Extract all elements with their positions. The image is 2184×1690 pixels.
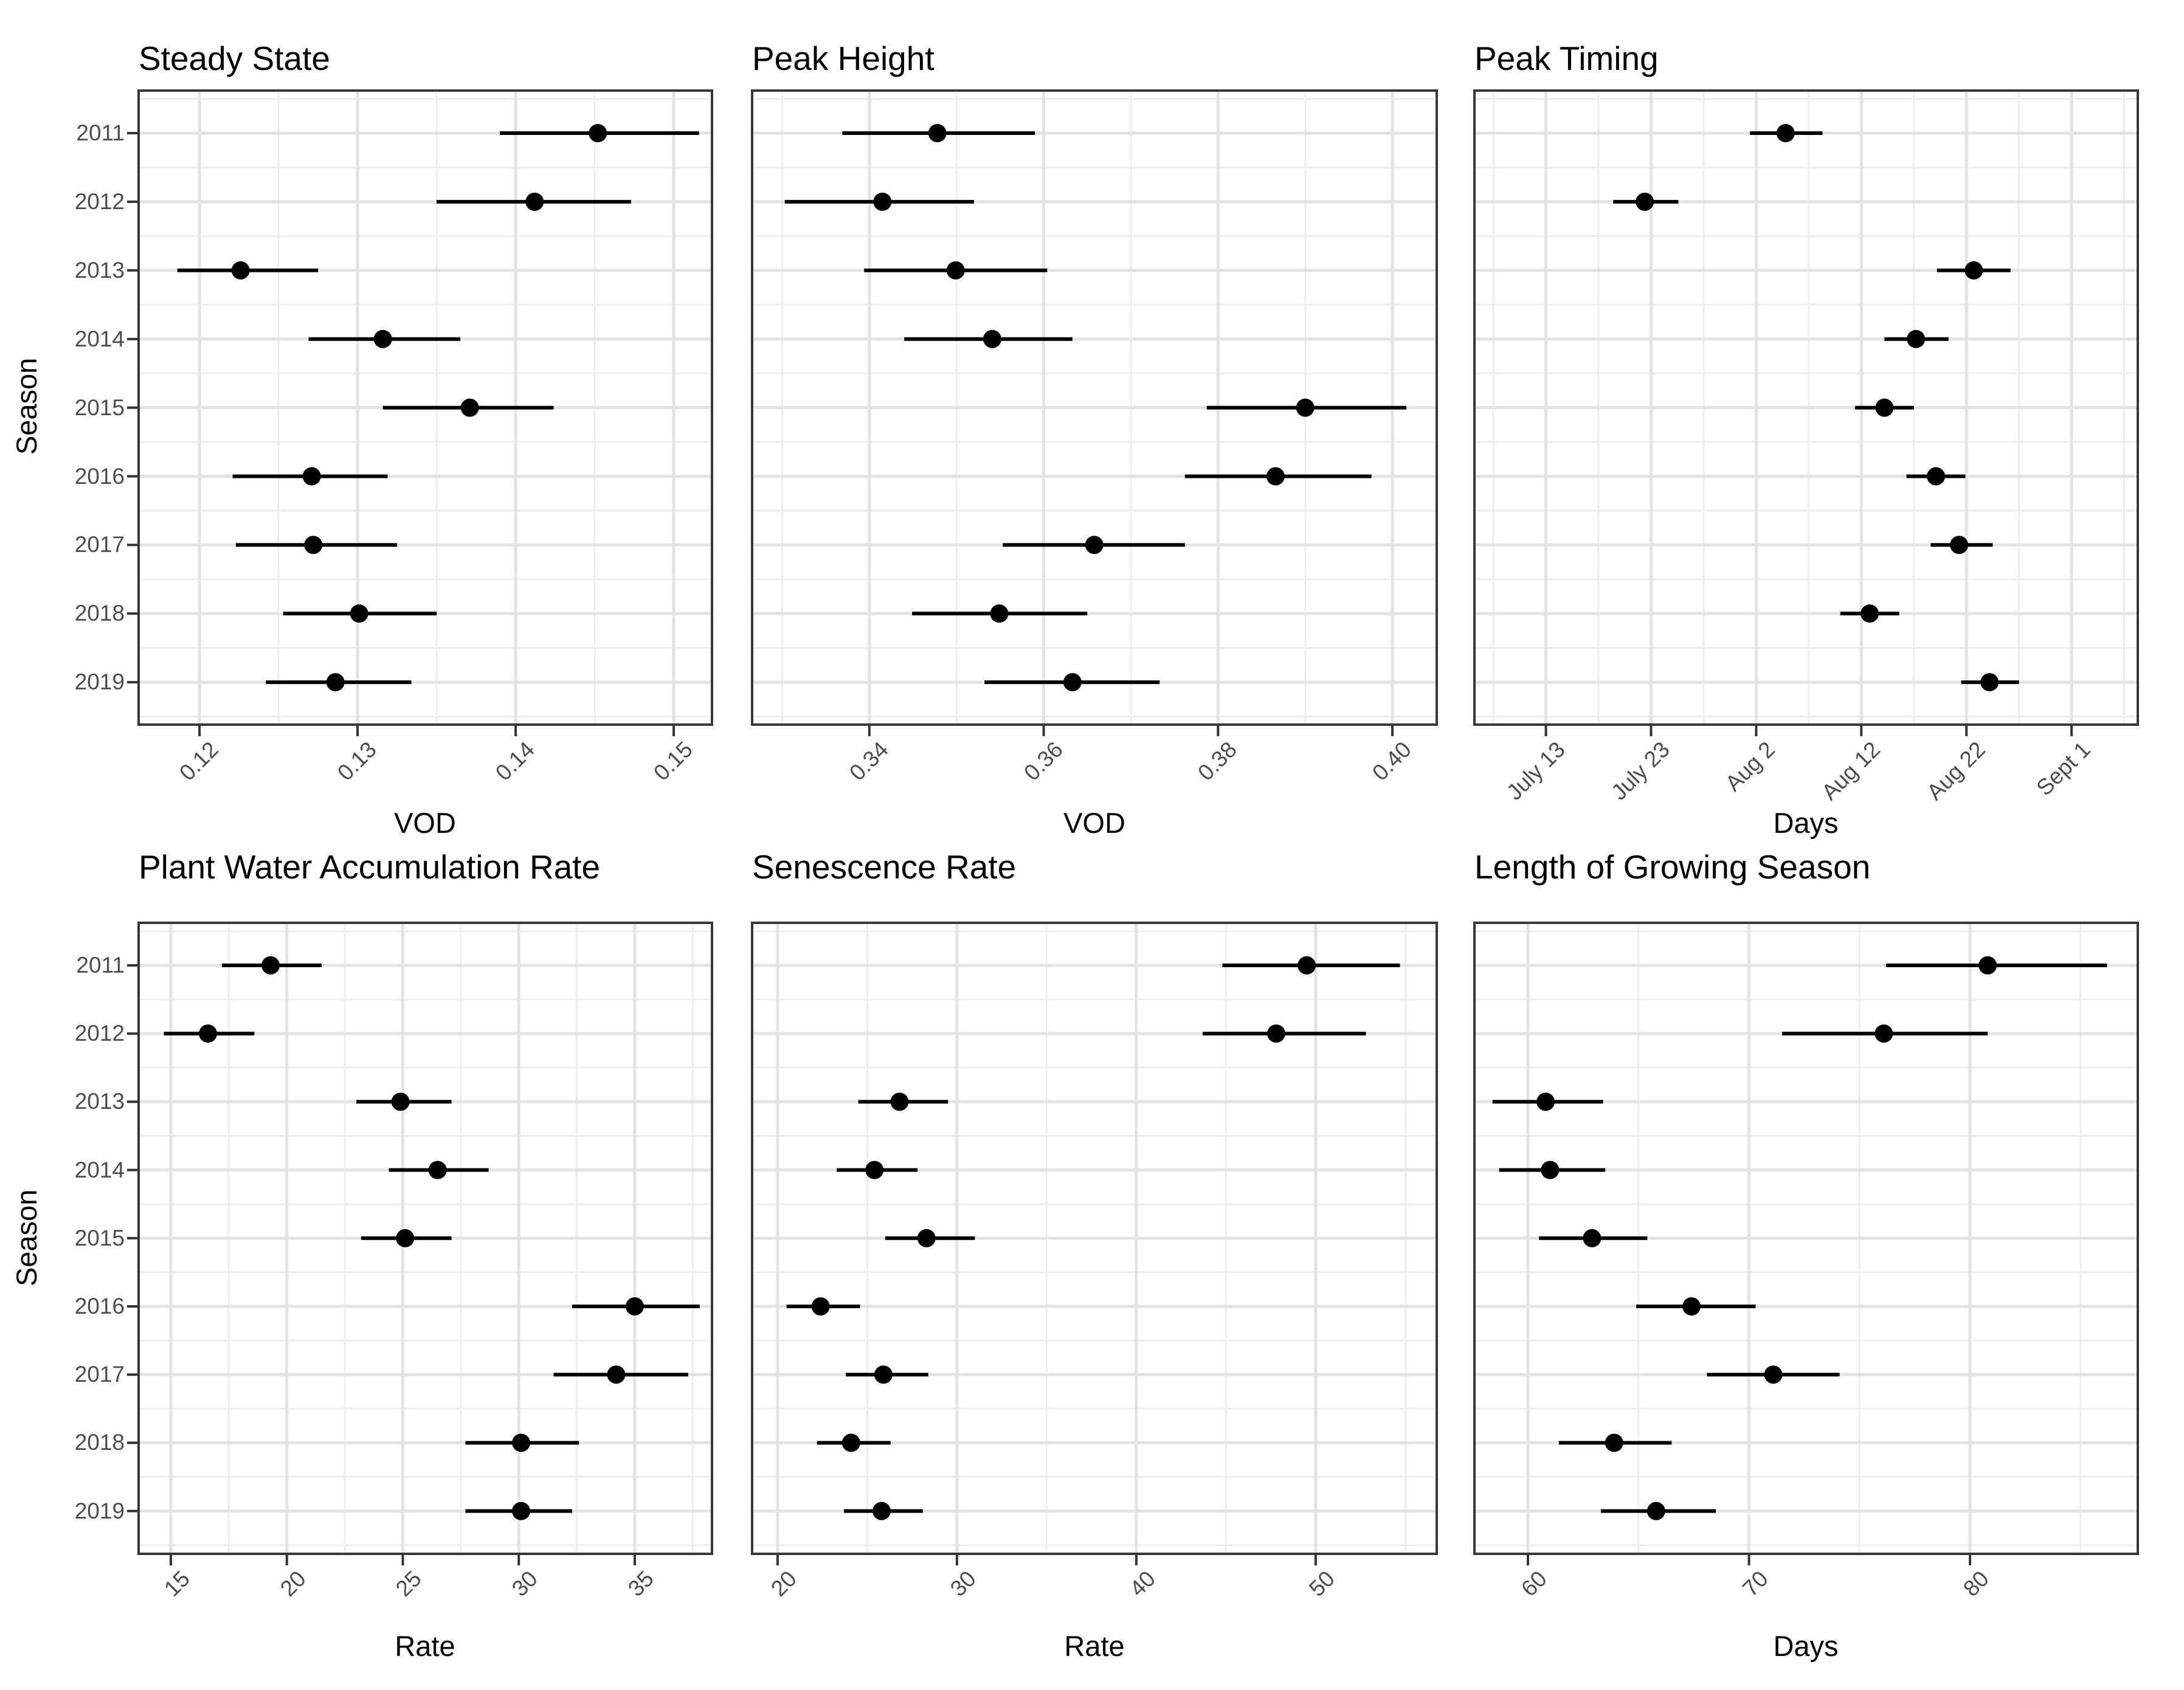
panel-border xyxy=(1473,922,2139,1555)
y-tick-label: 2019 xyxy=(74,669,125,695)
point-estimate-2017 xyxy=(1764,1365,1783,1384)
point-estimate-2013 xyxy=(1536,1092,1555,1111)
point-estimate-2013 xyxy=(890,1092,909,1111)
point-estimate-2019 xyxy=(326,673,345,692)
point-estimate-2019 xyxy=(1647,1502,1665,1520)
x-axis-title-days-1: Days xyxy=(1773,807,1839,839)
point-estimate-2017 xyxy=(304,536,323,554)
point-estimate-2011 xyxy=(261,956,280,974)
panel-border xyxy=(1473,89,2139,726)
point-estimate-2011 xyxy=(928,124,947,142)
y-tick-label: 2015 xyxy=(74,395,125,420)
point-estimate-2016 xyxy=(625,1297,644,1316)
point-estimate-2016 xyxy=(1266,467,1285,486)
x-axis-title-vod-2: VOD xyxy=(1063,807,1125,839)
point-estimate-2014 xyxy=(865,1161,884,1179)
point-estimate-2013 xyxy=(231,261,250,280)
y-tick-label: 2011 xyxy=(76,953,125,978)
point-estimate-2017 xyxy=(874,1365,893,1384)
panel-5 xyxy=(1473,922,2139,1565)
point-estimate-2012 xyxy=(1267,1024,1285,1043)
chart-title-peak-timing: Peak Timing xyxy=(1474,40,1659,77)
point-estimate-2017 xyxy=(607,1365,626,1384)
x-axis-title-days-2: Days xyxy=(1773,1630,1839,1662)
x-axis-title-rate-1: Rate xyxy=(395,1630,455,1662)
y-tick-label: 2015 xyxy=(74,1225,125,1250)
point-estimate-2016 xyxy=(1927,467,1946,486)
y-tick-label: 2018 xyxy=(74,601,125,626)
panel-2 xyxy=(1473,89,2139,736)
y-tick-label: 2013 xyxy=(74,1089,125,1114)
panel-0 xyxy=(127,89,713,736)
panel-3 xyxy=(127,922,713,1565)
point-estimate-2011 xyxy=(589,124,607,142)
y-tick-label: 2017 xyxy=(74,532,125,557)
point-estimate-2015 xyxy=(1875,398,1894,417)
point-estimate-2014 xyxy=(983,329,1001,348)
point-estimate-2016 xyxy=(1682,1297,1701,1316)
point-estimate-2014 xyxy=(373,329,392,348)
point-estimate-2016 xyxy=(302,467,321,486)
point-estimate-2019 xyxy=(1063,673,1082,692)
panel-1 xyxy=(751,89,1438,736)
point-estimate-2019 xyxy=(1980,673,1999,692)
y-tick-label: 2014 xyxy=(74,1157,125,1182)
chart-title-peak-height: Peak Height xyxy=(752,40,935,77)
x-axis-title-rate-2: Rate xyxy=(1064,1630,1125,1662)
point-estimate-2014 xyxy=(1541,1161,1560,1179)
point-estimate-2012 xyxy=(199,1024,218,1043)
point-estimate-2015 xyxy=(396,1229,415,1247)
chart-title-senescence-rate: Senescence Rate xyxy=(752,848,1017,886)
y-tick-label: 2012 xyxy=(74,1021,125,1046)
point-estimate-2012 xyxy=(1875,1024,1893,1043)
point-estimate-2012 xyxy=(525,192,544,211)
point-estimate-2018 xyxy=(1861,604,1879,623)
point-estimate-2018 xyxy=(512,1433,531,1452)
panel-4 xyxy=(751,922,1438,1565)
y-tick-label: 2016 xyxy=(74,1294,125,1319)
y-tick-label: 2014 xyxy=(74,326,125,351)
point-estimate-2014 xyxy=(1907,329,1926,348)
point-estimate-2012 xyxy=(873,192,892,211)
chart-title-growing-season: Length of Growing Season xyxy=(1474,848,1871,886)
panel-border xyxy=(751,89,1438,726)
y-tick-label: 2018 xyxy=(74,1430,125,1455)
point-estimate-2018 xyxy=(841,1433,860,1452)
point-estimate-2018 xyxy=(1605,1433,1623,1452)
chart-title-plant-water-rate: Plant Water Accumulation Rate xyxy=(139,848,601,886)
point-estimate-2013 xyxy=(946,261,965,280)
point-estimate-2015 xyxy=(1583,1229,1602,1247)
y-tick-label: 2011 xyxy=(76,120,125,145)
point-estimate-2011 xyxy=(1978,956,1997,974)
point-estimate-2018 xyxy=(990,604,1009,623)
point-estimate-2016 xyxy=(811,1297,830,1316)
point-estimate-2017 xyxy=(1950,536,1969,554)
y-tick-label: 2016 xyxy=(74,463,125,489)
panel-border xyxy=(137,89,713,726)
y-tick-label: 2012 xyxy=(74,188,125,214)
y-tick-label: 2019 xyxy=(74,1498,125,1523)
point-estimate-2015 xyxy=(917,1229,936,1247)
point-estimate-2011 xyxy=(1298,956,1316,974)
point-estimate-2011 xyxy=(1776,124,1795,142)
point-estimate-2019 xyxy=(872,1502,891,1520)
panel-border xyxy=(751,922,1438,1555)
point-estimate-2014 xyxy=(428,1161,447,1179)
point-estimate-2015 xyxy=(460,398,479,417)
point-estimate-2018 xyxy=(350,604,368,623)
point-estimate-2013 xyxy=(391,1092,410,1111)
point-estimate-2019 xyxy=(512,1502,531,1520)
point-estimate-2017 xyxy=(1085,536,1104,554)
point-estimate-2012 xyxy=(1636,192,1654,211)
y-tick-label: 2017 xyxy=(74,1362,125,1387)
point-estimate-2013 xyxy=(1965,261,1983,280)
point-estimate-2015 xyxy=(1296,398,1315,417)
chart-title-steady-state: Steady State xyxy=(139,40,330,77)
panel-border xyxy=(137,922,713,1555)
y-tick-label: 2013 xyxy=(74,257,125,283)
x-axis-title-vod-1: VOD xyxy=(394,807,456,839)
